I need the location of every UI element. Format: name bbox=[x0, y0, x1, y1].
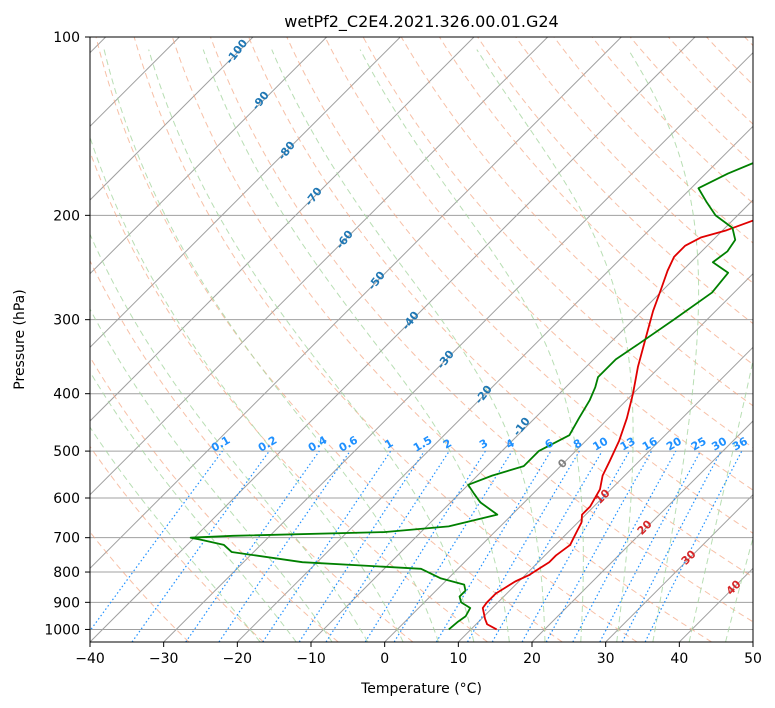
x-tick-label: 0 bbox=[380, 651, 389, 667]
isotherm-line bbox=[531, 420, 753, 642]
y-tick-label: 300 bbox=[53, 313, 80, 329]
x-tick-label: −30 bbox=[149, 651, 179, 667]
isotherm-line bbox=[457, 346, 753, 642]
moist-adiabat-line bbox=[148, 49, 475, 642]
background-lines bbox=[90, 37, 753, 642]
y-tick-label: 200 bbox=[53, 208, 80, 224]
y-tick-label: 1000 bbox=[44, 622, 80, 638]
moist-adiabat-line bbox=[202, 49, 510, 642]
moist-adiabat-line bbox=[90, 233, 369, 642]
y-tick-label: 800 bbox=[53, 565, 80, 581]
mixing-ratio-line bbox=[90, 450, 223, 632]
isotherm-line bbox=[236, 125, 753, 642]
y-tick-label: 500 bbox=[53, 444, 80, 460]
dry-adiabat-line bbox=[248, 37, 753, 578]
moist-adiabat-line bbox=[476, 49, 634, 642]
dry-adiabat-line bbox=[133, 37, 638, 642]
mixing-ratio-line bbox=[185, 450, 320, 642]
dry-adiabat-line bbox=[95, 37, 563, 642]
isotherm-line bbox=[90, 37, 401, 349]
dry-adiabat-line bbox=[90, 356, 339, 642]
moist-adiabat-line bbox=[90, 370, 297, 642]
x-axis: −40 −30 −20 −10 0 10 20 30 40 50 bbox=[75, 642, 762, 667]
dewpoint-line bbox=[189, 162, 753, 631]
y-axis: 100 200 300 400 500 600 700 800 900 1000 bbox=[44, 30, 90, 638]
dry-adiabat-line bbox=[286, 37, 753, 534]
moist-adiabat-line bbox=[688, 358, 753, 642]
y-tick-label: 900 bbox=[53, 595, 80, 611]
x-tick-label: 30 bbox=[597, 651, 615, 667]
moist-adiabat-line bbox=[725, 536, 753, 642]
dry-adiabat-line bbox=[515, 37, 753, 284]
x-tick-label: −20 bbox=[223, 651, 253, 667]
moist-adiabat-line bbox=[90, 135, 404, 642]
mixing-ratio-line bbox=[298, 450, 425, 642]
isotherm-line bbox=[90, 37, 254, 201]
dry-adiabat-line bbox=[90, 445, 264, 642]
mixing-ratio-line bbox=[262, 450, 392, 642]
isotherm-line bbox=[752, 641, 753, 642]
dry-adiabat-line bbox=[324, 37, 753, 491]
y-tick-label: 400 bbox=[53, 387, 80, 403]
y-tick-label: 100 bbox=[53, 30, 80, 46]
moist-adiabat-line bbox=[271, 49, 546, 642]
x-tick-label: 50 bbox=[744, 651, 762, 667]
isotherm-line bbox=[90, 37, 328, 275]
dry-adiabat-line bbox=[171, 37, 712, 642]
plot-area bbox=[90, 37, 753, 642]
isotherm-line bbox=[90, 37, 475, 422]
y-tick-label: 600 bbox=[53, 491, 80, 507]
isotherm-line bbox=[90, 37, 549, 496]
profile-lines bbox=[189, 162, 753, 631]
chart-title: wetPf2_C2E4.2021.326.00.01.G24 bbox=[284, 12, 558, 32]
x-tick-label: 40 bbox=[670, 651, 688, 667]
x-axis-label: Temperature (°C) bbox=[360, 681, 482, 697]
moist-adiabat-line bbox=[627, 49, 700, 642]
x-tick-label: 10 bbox=[449, 651, 467, 667]
moist-adiabat-line bbox=[90, 426, 261, 642]
mixing-ratio-line bbox=[131, 450, 270, 642]
isotherm-line bbox=[163, 51, 753, 642]
temperature-line bbox=[481, 219, 753, 631]
mixing-ratio-line bbox=[325, 450, 450, 642]
mixing-ratio-line bbox=[393, 450, 513, 642]
isotherm-line bbox=[90, 37, 696, 642]
dry-adiabat-line bbox=[90, 259, 414, 642]
mixing-ratio-line bbox=[572, 450, 677, 642]
isotherm-line bbox=[90, 37, 622, 570]
mixing-ratio-line bbox=[521, 450, 631, 642]
y-tick-label: 700 bbox=[53, 531, 80, 547]
plot-background bbox=[90, 37, 753, 642]
x-tick-label: −40 bbox=[75, 651, 105, 667]
y-axis-label: Pressure (hPa) bbox=[12, 289, 28, 389]
mixing-ratio-line bbox=[218, 450, 351, 642]
plot-frame bbox=[89, 36, 754, 643]
x-tick-label: 20 bbox=[523, 651, 541, 667]
isotherm-line bbox=[605, 493, 753, 642]
mixing-ratio-line bbox=[545, 450, 653, 642]
mixing-ratio-line bbox=[644, 450, 743, 642]
moist-adiabat-line bbox=[103, 49, 439, 642]
x-tick-label: −10 bbox=[296, 651, 326, 667]
dry-adiabat-line bbox=[210, 37, 753, 623]
isotherm-line bbox=[384, 272, 753, 642]
